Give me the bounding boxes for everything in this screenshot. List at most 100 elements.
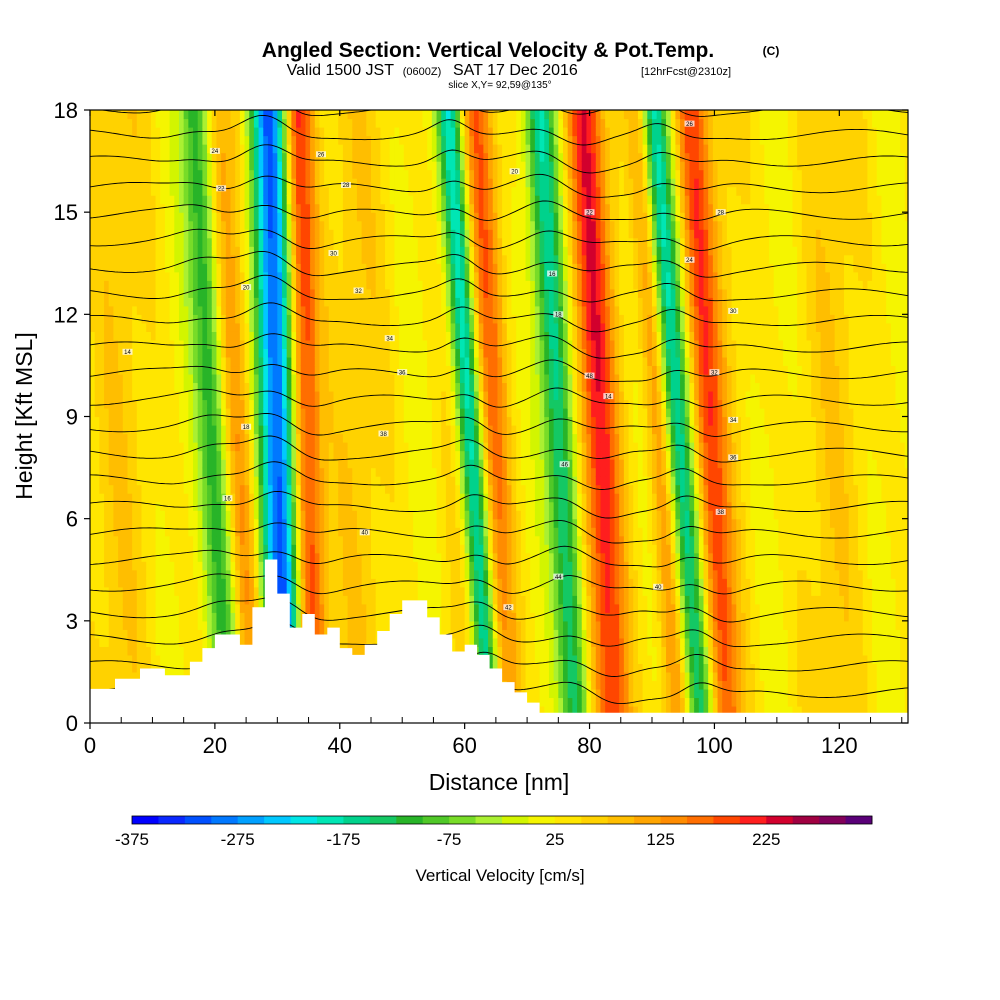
velocity-cell: [160, 493, 166, 503]
velocity-cell: [333, 305, 339, 315]
velocity-cell: [99, 263, 105, 273]
velocity-cell: [146, 535, 152, 545]
velocity-cell: [230, 271, 236, 281]
velocity-cell: [399, 254, 405, 264]
velocity-cell: [146, 322, 152, 332]
velocity-cell: [375, 407, 381, 418]
velocity-cell: [211, 390, 218, 401]
velocity-cell: [370, 629, 377, 639]
velocity-cell: [188, 450, 194, 460]
velocity-cell: [183, 365, 189, 375]
velocity-cell: [207, 237, 213, 247]
velocity-cell: [94, 595, 100, 605]
velocity-cell: [108, 680, 115, 690]
velocity-cell: [296, 552, 302, 562]
velocity-cell: [113, 637, 119, 647]
velocity-cell: [178, 144, 185, 154]
velocity-cell: [94, 178, 100, 188]
velocity-cell: [267, 178, 274, 188]
velocity-cell: [347, 288, 353, 298]
velocity-cell: [230, 203, 236, 213]
velocity-cell: [258, 561, 264, 571]
velocity-cell: [164, 510, 171, 520]
velocity-cell: [310, 416, 316, 426]
velocity-cell: [141, 442, 147, 452]
velocity-cell: [230, 552, 236, 562]
velocity-cell: [408, 348, 414, 358]
velocity-cell: [333, 314, 339, 324]
velocity-cell: [136, 373, 143, 384]
velocity-cell: [221, 595, 227, 605]
velocity-cell: [408, 144, 414, 154]
velocity-cell: [127, 459, 133, 469]
velocity-cell: [267, 425, 274, 435]
velocity-cell: [90, 671, 96, 682]
velocity-cell: [342, 297, 349, 307]
velocity-cell: [394, 459, 400, 469]
velocity-cell: [338, 118, 344, 128]
velocity-cell: [300, 331, 307, 341]
velocity-cell: [277, 373, 283, 384]
velocity-cell: [90, 348, 96, 358]
velocity-cell: [263, 382, 269, 392]
velocity-cell: [267, 203, 274, 213]
velocity-cell: [328, 118, 335, 128]
velocity-cell: [319, 535, 325, 545]
velocity-cell: [277, 450, 283, 460]
velocity-cell: [385, 425, 391, 435]
velocity-cell: [366, 110, 372, 120]
velocity-cell: [244, 629, 250, 639]
velocity-cell: [193, 603, 199, 613]
velocity-cell: [389, 356, 396, 367]
velocity-cell: [366, 288, 372, 298]
velocity-cell: [286, 467, 292, 477]
velocity-cell: [300, 339, 307, 349]
velocity-cell: [263, 280, 269, 290]
velocity-cell: [282, 510, 288, 520]
velocity-cell: [356, 178, 363, 188]
velocity-cell: [286, 561, 292, 571]
velocity-cell: [413, 569, 419, 579]
velocity-cell: [160, 152, 166, 162]
velocity-cell: [314, 135, 321, 145]
velocity-cell: [155, 288, 161, 298]
velocity-cell: [164, 433, 171, 443]
velocity-cell: [183, 220, 189, 230]
velocity-cell: [211, 382, 218, 392]
velocity-cell: [216, 246, 222, 256]
velocity-cell: [366, 135, 372, 145]
velocity-cell: [174, 425, 180, 435]
velocity-cell: [394, 433, 400, 443]
velocity-cell: [347, 212, 353, 222]
velocity-cell: [225, 544, 232, 554]
velocity-cell: [263, 246, 269, 256]
velocity-cell: [258, 442, 264, 452]
velocity-cell: [399, 271, 405, 281]
velocity-cell: [235, 390, 241, 401]
velocity-cell: [202, 382, 208, 392]
velocity-cell: [347, 237, 353, 247]
velocity-cell: [352, 280, 358, 290]
velocity-cell: [286, 373, 292, 384]
velocity-cell: [108, 382, 115, 392]
velocity-cell: [235, 450, 241, 460]
velocity-cell: [324, 603, 330, 613]
velocity-cell: [244, 186, 250, 196]
velocity-cell: [104, 476, 110, 486]
velocity-cell: [160, 399, 166, 409]
velocity-cell: [108, 186, 115, 196]
velocity-cell: [202, 110, 208, 120]
velocity-cell: [216, 152, 222, 162]
velocity-cell: [403, 561, 410, 571]
velocity-cell: [150, 646, 157, 656]
velocity-cell: [150, 561, 157, 571]
velocity-cell: [328, 271, 335, 281]
velocity-cell: [324, 195, 330, 205]
velocity-cell: [291, 169, 297, 179]
velocity-cell: [314, 629, 321, 639]
velocity-cell: [333, 603, 339, 613]
velocity-cell: [286, 476, 292, 486]
velocity-cell: [361, 535, 367, 545]
velocity-cell: [188, 356, 194, 367]
velocity-cell: [160, 595, 166, 605]
